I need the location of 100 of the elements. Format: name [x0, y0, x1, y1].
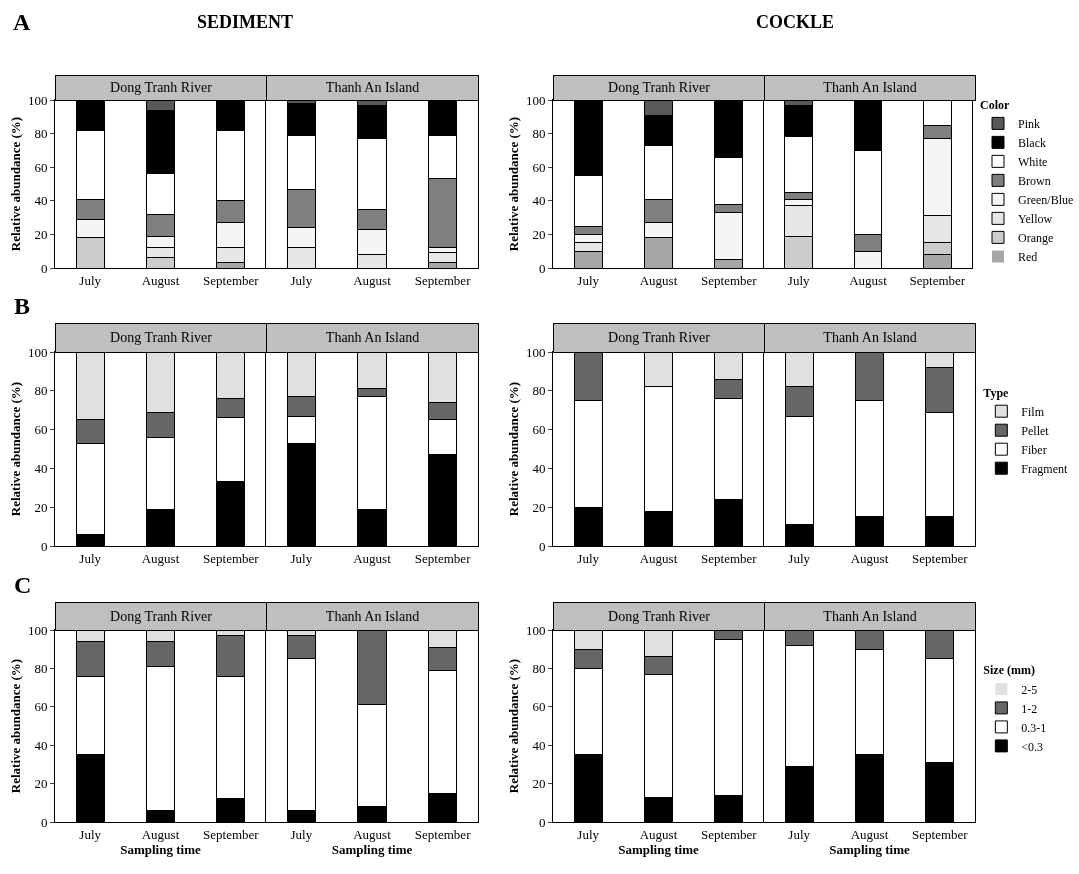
- x-axis-title: Sampling time: [120, 842, 201, 858]
- x-tick-label: July: [577, 550, 600, 566]
- facet-header: Dong Tranh River: [55, 323, 267, 353]
- x-tick-label: July: [788, 826, 811, 842]
- facet-header: Thanh An Island: [764, 602, 976, 631]
- legend-label: Red: [1018, 250, 1038, 265]
- y-tick-label: 0: [538, 814, 546, 830]
- legend-label: Pellet: [1021, 423, 1050, 438]
- y-axis-title: Relative abundance (%): [7, 381, 23, 517]
- legend-label: Fragment: [1021, 461, 1068, 476]
- x-tick-label: September: [912, 826, 969, 842]
- legend-label: White: [1018, 155, 1048, 170]
- x-tick-label: August: [639, 272, 678, 288]
- x-tick-label: August: [141, 272, 180, 288]
- facet-header: Thanh An Island: [266, 323, 479, 353]
- x-tick-label: September: [701, 826, 758, 842]
- x-tick-label: July: [79, 272, 102, 288]
- x-tick-label: July: [577, 272, 600, 288]
- x-tick-label: August: [850, 826, 889, 842]
- y-tick-label: 80: [532, 126, 546, 142]
- y-tick-label: 20: [34, 226, 48, 242]
- y-tick-label: 100: [525, 622, 546, 638]
- legend-label: Orange: [1018, 231, 1054, 246]
- y-tick-label: 100: [525, 92, 546, 108]
- y-axis-title: Relative abundance (%): [7, 658, 23, 794]
- y-tick-label: 80: [34, 660, 48, 676]
- y-tick-label: 40: [532, 460, 546, 476]
- y-tick-label: 80: [532, 383, 546, 399]
- y-tick-label: 0: [538, 538, 546, 554]
- y-axis-title: Relative abundance (%): [505, 381, 521, 517]
- facet-header: Dong Tranh River: [55, 75, 267, 101]
- x-tick-label: August: [639, 826, 678, 842]
- y-tick-label: 60: [34, 159, 48, 175]
- legend-label: 0.3-1: [1021, 720, 1047, 735]
- x-tick-label: September: [414, 550, 472, 566]
- x-tick-label: August: [639, 550, 678, 566]
- x-axis-title: Sampling time: [331, 842, 413, 858]
- facet-header: Thanh An Island: [764, 323, 976, 353]
- x-tick-label: September: [203, 826, 260, 842]
- legend-title: Size (mm): [983, 663, 1035, 678]
- y-axis-title: Relative abundance (%): [505, 658, 521, 794]
- x-tick-label: August: [353, 550, 392, 566]
- x-tick-label: August: [850, 550, 889, 566]
- text: A: [13, 9, 31, 35]
- facet-header: Dong Tranh River: [553, 75, 765, 101]
- text: SEDIMENT: [197, 12, 294, 32]
- x-tick-label: September: [912, 550, 969, 566]
- y-tick-label: 0: [40, 814, 48, 830]
- legend-label: Green/Blue: [1018, 193, 1074, 208]
- legend-label: Brown: [1018, 174, 1051, 189]
- y-tick-label: 0: [40, 260, 48, 276]
- x-tick-label: July: [290, 272, 313, 288]
- y-tick-label: 20: [532, 776, 546, 792]
- x-tick-label: August: [849, 272, 888, 288]
- x-tick-label: July: [79, 550, 102, 566]
- x-tick-label: September: [701, 550, 758, 566]
- y-tick-label: 20: [532, 226, 546, 242]
- y-tick-label: 100: [27, 92, 48, 108]
- y-tick-label: 20: [532, 499, 546, 515]
- x-tick-label: August: [141, 550, 180, 566]
- x-tick-label: July: [290, 826, 313, 842]
- y-tick-label: 100: [27, 344, 48, 360]
- facet-header: Dong Tranh River: [553, 323, 765, 353]
- y-tick-label: 40: [34, 193, 48, 209]
- y-tick-label: 20: [34, 499, 48, 515]
- legend-label: 1-2: [1021, 701, 1038, 716]
- y-axis-title: Relative abundance (%): [505, 116, 521, 252]
- y-tick-label: 60: [34, 422, 48, 438]
- facet-header: Thanh An Island: [266, 75, 479, 101]
- x-axis-title: Sampling time: [618, 842, 699, 858]
- legend-label: Black: [1018, 136, 1046, 151]
- legend-label: <0.3: [1021, 739, 1044, 754]
- facet-header: Thanh An Island: [764, 75, 976, 101]
- y-tick-label: 20: [34, 776, 48, 792]
- x-tick-label: July: [79, 826, 102, 842]
- x-tick-label: September: [701, 272, 758, 288]
- x-tick-label: August: [353, 272, 392, 288]
- y-tick-label: 40: [34, 737, 48, 753]
- y-tick-label: 40: [532, 193, 546, 209]
- legend-label: Fiber: [1021, 442, 1047, 457]
- legend-label: Pink: [1018, 117, 1041, 132]
- legend-label: Yellow: [1018, 212, 1053, 227]
- x-tick-label: July: [787, 272, 810, 288]
- facet-header: Dong Tranh River: [55, 602, 267, 631]
- y-tick-label: 100: [525, 344, 546, 360]
- legend-label: Film: [1021, 404, 1045, 419]
- y-tick-label: 0: [40, 538, 48, 554]
- x-axis-title: Sampling time: [829, 842, 910, 858]
- y-tick-label: 80: [34, 383, 48, 399]
- y-tick-label: 40: [34, 460, 48, 476]
- x-tick-label: September: [203, 550, 260, 566]
- y-tick-label: 60: [532, 422, 546, 438]
- text: COCKLE: [756, 12, 835, 32]
- facet-header: Thanh An Island: [266, 602, 479, 631]
- y-tick-label: 60: [34, 699, 48, 715]
- y-tick-label: 100: [27, 622, 48, 638]
- x-tick-label: August: [141, 826, 180, 842]
- x-tick-label: August: [353, 826, 392, 842]
- text: C: [14, 572, 32, 598]
- text: B: [14, 293, 31, 319]
